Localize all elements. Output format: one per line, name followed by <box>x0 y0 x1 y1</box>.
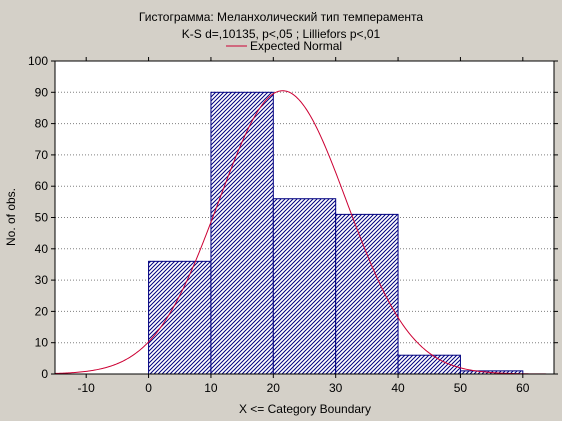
x-tick-label: 0 <box>145 381 152 395</box>
y-tick-label: 60 <box>35 179 49 193</box>
y-tick-label: 100 <box>28 54 48 68</box>
y-tick-label: 50 <box>35 211 49 225</box>
y-axis-label: No. of obs. <box>4 188 18 246</box>
y-tick-label: 90 <box>35 85 49 99</box>
y-tick-label: 0 <box>41 367 48 381</box>
y-tick-label: 80 <box>35 117 49 131</box>
x-tick-label: 30 <box>329 381 343 395</box>
x-tick-label: 10 <box>204 381 218 395</box>
x-tick-label: 40 <box>391 381 405 395</box>
x-axis-ticks: -10 0 10 20 30 40 50 60 <box>78 57 530 395</box>
chart-title: Гистограмма: Меланхолический тип темпера… <box>139 10 423 24</box>
histogram-bar <box>335 213 399 375</box>
legend: Expected Normal <box>226 39 342 53</box>
y-tick-label: 30 <box>35 273 49 287</box>
histogram-bar <box>148 260 212 375</box>
expected-normal-curve <box>54 90 554 375</box>
x-tick-label: 60 <box>516 381 530 395</box>
x-axis-label: X <= Category Boundary <box>239 402 371 416</box>
legend-label: Expected Normal <box>250 39 342 53</box>
y-axis-ticks: 0 10 20 30 40 50 60 70 80 90 100 <box>28 54 558 381</box>
y-tick-label: 20 <box>35 304 49 318</box>
y-tick-label: 70 <box>35 148 49 162</box>
y-tick-label: 40 <box>35 242 49 256</box>
histogram-bar <box>272 198 337 375</box>
chart-subtitle: K-S d=,10135, p<,05 ; Lilliefors p<,01 <box>182 27 381 41</box>
histogram-bar <box>210 91 274 375</box>
x-tick-label: 50 <box>454 381 468 395</box>
x-tick-label: 20 <box>267 381 281 395</box>
x-tick-label: -10 <box>78 381 96 395</box>
y-tick-label: 10 <box>35 336 49 350</box>
